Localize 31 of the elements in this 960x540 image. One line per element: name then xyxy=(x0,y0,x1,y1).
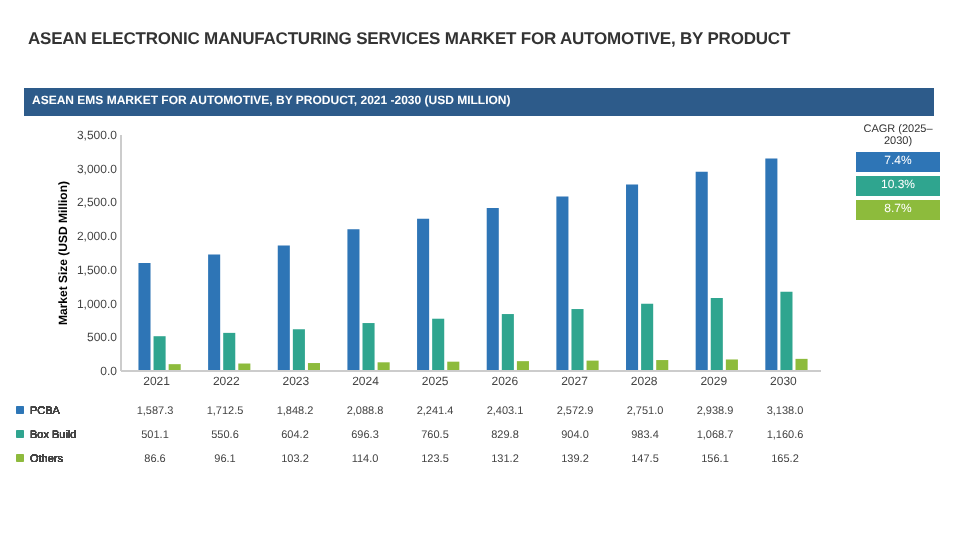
bar xyxy=(307,363,321,370)
bar xyxy=(795,358,808,370)
bar xyxy=(447,361,460,370)
bar xyxy=(417,218,430,370)
bar xyxy=(223,332,236,370)
bar xyxy=(641,303,654,370)
bar xyxy=(556,196,569,370)
bar xyxy=(138,262,151,370)
bar xyxy=(292,329,305,370)
bar xyxy=(586,360,599,370)
bar xyxy=(765,158,778,370)
bar xyxy=(362,323,375,370)
bar xyxy=(695,171,708,370)
bar xyxy=(571,309,584,370)
bar xyxy=(626,184,639,370)
chart-title: ASEAN ELECTRONIC MANUFACTURING SERVICES MARKET FOR AUTOMOTIVE, BY PRODUCT xyxy=(28,28,791,48)
bar xyxy=(486,207,499,370)
bar xyxy=(208,254,221,370)
bar xyxy=(347,229,360,370)
bar xyxy=(153,336,166,370)
bar xyxy=(432,318,445,370)
bar xyxy=(238,363,251,370)
bar xyxy=(656,360,669,370)
bar xyxy=(377,362,390,370)
bar xyxy=(725,359,738,370)
bar xyxy=(277,245,290,370)
bar xyxy=(780,291,793,370)
bar xyxy=(710,297,723,370)
bar xyxy=(516,361,529,370)
bar xyxy=(168,364,181,370)
bar xyxy=(501,314,514,370)
